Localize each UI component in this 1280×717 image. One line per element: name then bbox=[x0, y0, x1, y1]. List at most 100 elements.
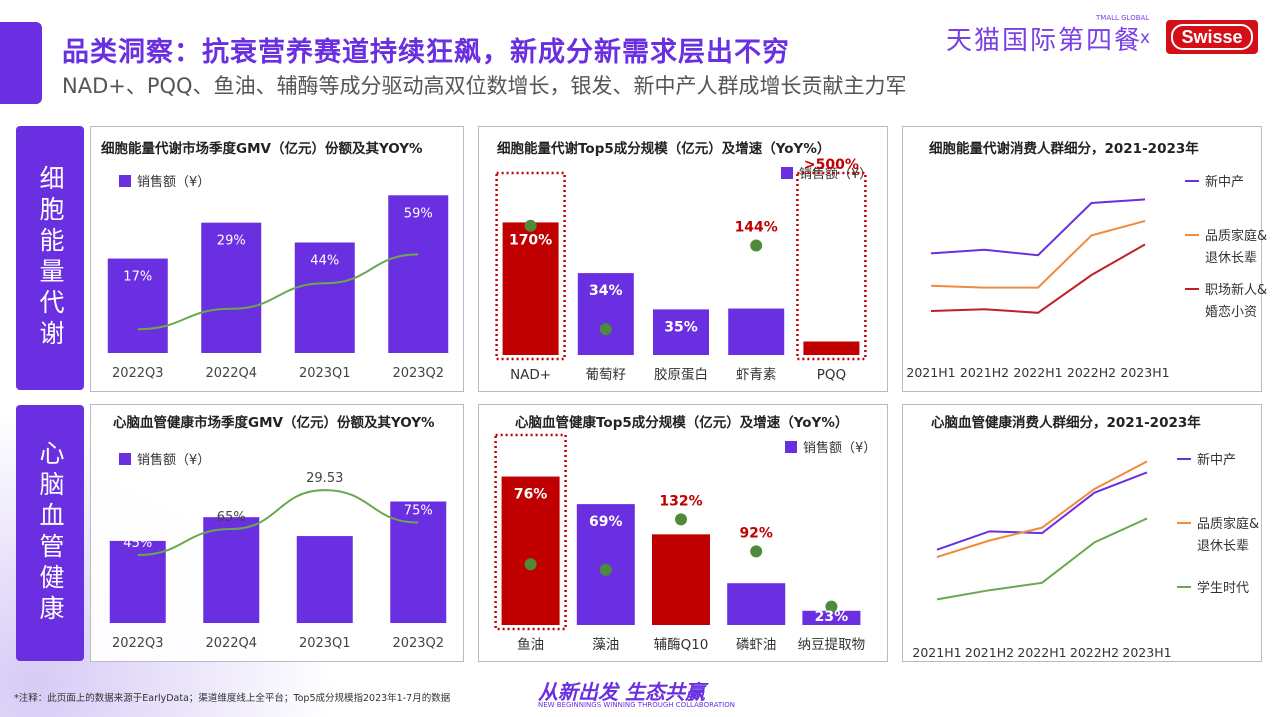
yoy-dot bbox=[750, 545, 763, 558]
chart-legend: 销售额（¥） bbox=[781, 163, 872, 182]
panel-top5-bottom: 心脑血管健康Top5成分规模（亿元）及增速（YoY%） 销售额（¥） 鱼油 76%… bbox=[478, 404, 888, 662]
seg-bottom-chart: 2021H1 2021H2 2022H1 2022H2 2023H1 新中产品质家庭&退休… bbox=[912, 452, 1259, 660]
yoy-dot bbox=[599, 323, 612, 336]
chart-legend: 销售额（¥） bbox=[119, 171, 210, 190]
data-label: 17% bbox=[123, 270, 152, 285]
x-tick-label: 2022H2 bbox=[1067, 365, 1116, 380]
x-tick-label: 胶原蛋白 bbox=[654, 366, 708, 383]
tmall-brand-text: 天猫国际第四餐 bbox=[946, 26, 1143, 56]
series-line bbox=[930, 220, 1146, 289]
top5-top-chart: NAD+ 170% 葡萄籽 34% 胶原蛋白 35% 虾青素 144% PQQ >500% bbox=[495, 157, 867, 383]
x-tick-label: 2022H1 bbox=[1017, 645, 1066, 660]
footnote: *注释：此页面上的数据来源于EarlyData；渠道维度线上全平台；Top5成分… bbox=[14, 693, 451, 704]
trend-line bbox=[137, 253, 419, 331]
swisse-logo: Swisse bbox=[1166, 20, 1258, 54]
highlight-box bbox=[796, 171, 867, 361]
bar bbox=[653, 309, 709, 355]
section-label-cardio: 心脑血管健康 bbox=[16, 405, 84, 661]
x-tick-label: 2023Q2 bbox=[392, 366, 444, 381]
x-tick-label: 2023Q1 bbox=[299, 636, 351, 651]
chart-title: 细胞能量代谢市场季度GMV（亿元）份额及其YOY% bbox=[101, 141, 423, 157]
bar bbox=[388, 195, 449, 353]
slogan: 从新出发 生态共赢 bbox=[538, 680, 705, 704]
x-tick-label: 2022H1 bbox=[1013, 365, 1062, 380]
bar bbox=[577, 273, 634, 355]
data-label: 29% bbox=[217, 234, 246, 249]
yoy-dot bbox=[675, 513, 687, 526]
series-name: 婚恋小资 bbox=[1205, 304, 1257, 320]
chart-title: 细胞能量代谢Top5成分规模（亿元）及增速（YoY%） bbox=[497, 141, 831, 157]
yoy-label: 76% bbox=[514, 487, 548, 503]
chart-legend: 销售额（¥） bbox=[785, 437, 876, 456]
panel-gmv-top: 细胞能量代谢市场季度GMV（亿元）份额及其YOY% 销售额（¥） 2022Q3 2… bbox=[90, 126, 464, 392]
yoy-label: 92% bbox=[739, 525, 773, 541]
series-name: 品质家庭& bbox=[1205, 228, 1267, 244]
trend-line bbox=[137, 489, 419, 556]
yoy-dot bbox=[599, 563, 612, 576]
x-tick-label: 2021H2 bbox=[965, 645, 1014, 660]
data-label: 29.53 bbox=[306, 471, 343, 486]
x-tick-label: 2022Q3 bbox=[112, 366, 164, 381]
legend-label: 销售额（¥） bbox=[137, 175, 211, 190]
legend-label: 销售额（¥） bbox=[799, 167, 873, 182]
x-tick-label: 藻油 bbox=[592, 637, 619, 653]
page-title: 品类洞察：抗衰营养赛道持续狂飙，新成分新需求层出不穷 bbox=[62, 37, 790, 68]
seg-top-chart: 2021H1 2021H2 2022H1 2022H2 2023H1 新中产品质家庭&退休… bbox=[906, 174, 1267, 380]
bar bbox=[201, 222, 262, 353]
x-tick-label: 2021H1 bbox=[906, 365, 955, 380]
x-tick-label: 2022Q4 bbox=[205, 636, 257, 651]
legend-swatch bbox=[119, 174, 131, 187]
x-tick-label: 2022Q3 bbox=[112, 636, 164, 651]
highlight-box bbox=[495, 171, 566, 361]
series-name: 退休长辈 bbox=[1205, 251, 1257, 266]
chart-title: 心脑血管健康Top5成分规模（亿元）及增速（YoY%） bbox=[515, 415, 849, 431]
yoy-dot bbox=[524, 558, 537, 571]
x-tick-label: 辅酶Q10 bbox=[654, 637, 709, 653]
data-label: 75% bbox=[404, 504, 433, 519]
legend-label: 销售额（¥） bbox=[803, 441, 877, 456]
swisse-logo-text: Swisse bbox=[1171, 24, 1253, 50]
legend-swatch bbox=[119, 452, 131, 465]
bar bbox=[803, 341, 860, 355]
bar bbox=[107, 258, 168, 353]
yoy-label: >500% bbox=[804, 157, 859, 173]
yoy-dot bbox=[825, 600, 838, 613]
bar bbox=[502, 222, 559, 355]
series-line bbox=[936, 471, 1148, 551]
x-tick-label: 2021H2 bbox=[960, 365, 1009, 380]
yoy-label: 69% bbox=[589, 514, 623, 530]
data-label: 44% bbox=[310, 254, 339, 269]
x-tick-label: 2022Q4 bbox=[205, 366, 257, 381]
bar bbox=[501, 476, 560, 625]
bar bbox=[203, 517, 260, 623]
x-tick-label: 纳豆提取物 bbox=[798, 637, 866, 653]
series-name: 职场新人& bbox=[1205, 282, 1267, 298]
panel-gmv-bottom: 心脑血管健康市场季度GMV（亿元）份额及其YOY% 销售额（¥） 2022Q3 2… bbox=[90, 404, 464, 662]
yoy-dot bbox=[750, 239, 763, 252]
yoy-label: 132% bbox=[659, 493, 702, 509]
bar bbox=[294, 242, 355, 353]
slogan-english: NEW BEGINNINGS WINNING THROUGH COLLABORA… bbox=[538, 701, 735, 709]
bar bbox=[296, 536, 353, 623]
data-label: 59% bbox=[404, 206, 433, 221]
yoy-label: 23% bbox=[815, 609, 849, 625]
panel-seg-top: 细胞能量代谢消费人群细分，2021-2023年 2021H1 2021H2 2022… bbox=[902, 126, 1267, 392]
x-tick-label: PQQ bbox=[817, 367, 846, 383]
tmall-brand-small: TMALL GLOBAL bbox=[1096, 14, 1150, 22]
x-tick-label: 2021H1 bbox=[912, 645, 961, 660]
panel-top5-top: 细胞能量代谢Top5成分规模（亿元）及增速（YoY%） 销售额（¥） NAD+ 1… bbox=[478, 126, 888, 392]
legend-swatch bbox=[785, 440, 797, 453]
yoy-label: 144% bbox=[735, 220, 778, 236]
gmv-top-chart: 2022Q3 2022Q4 2023Q1 2023Q2 17% 29% 44% 59% bbox=[107, 195, 449, 381]
x-tick-label: 2023H1 bbox=[1120, 365, 1169, 380]
data-label: 45% bbox=[123, 536, 152, 551]
series-line bbox=[930, 198, 1146, 257]
x-tick-label: 鱼油 bbox=[517, 636, 544, 653]
bar bbox=[802, 610, 861, 625]
x-tick-label: NAD+ bbox=[510, 367, 551, 383]
section-label-cell-energy: 细胞能量代谢 bbox=[16, 126, 84, 390]
chart-title: 细胞能量代谢消费人群细分，2021-2023年 bbox=[929, 141, 1199, 157]
series-line bbox=[936, 517, 1148, 601]
yoy-dot bbox=[524, 219, 537, 232]
x-tick-label: 磷虾油 bbox=[736, 637, 777, 653]
